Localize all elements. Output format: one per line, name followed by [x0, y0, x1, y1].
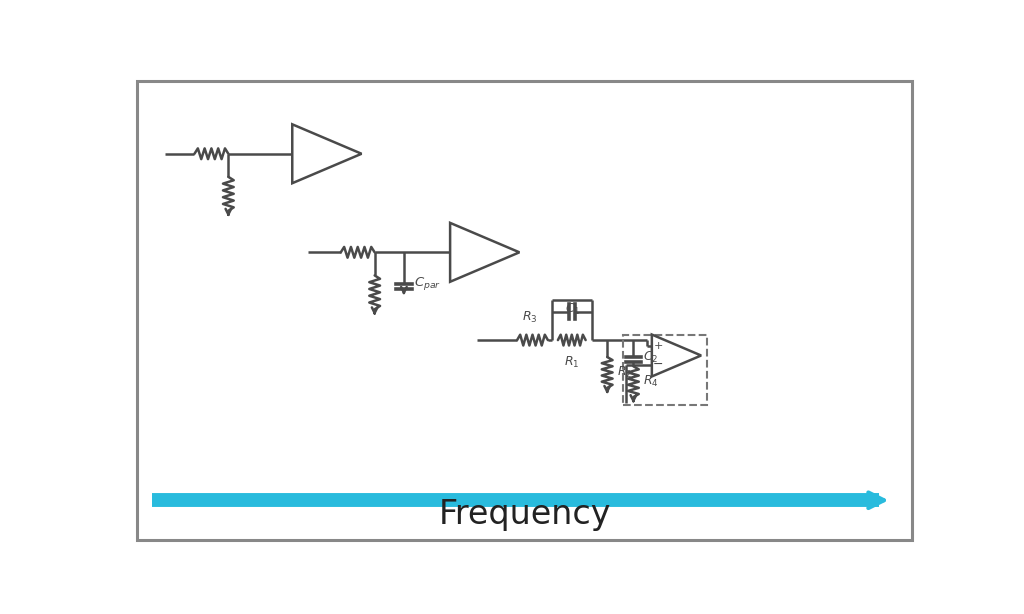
Text: $R_4$: $R_4$ — [643, 374, 658, 389]
Text: Frequency: Frequency — [438, 498, 611, 531]
Bar — [623, 335, 708, 405]
Text: $C_2$: $C_2$ — [643, 350, 658, 365]
Text: $C_1$: $C_1$ — [565, 301, 581, 317]
Text: +: + — [653, 341, 663, 351]
Text: $R_2$: $R_2$ — [617, 365, 633, 380]
Text: $R_3$: $R_3$ — [521, 310, 538, 325]
Text: −: − — [652, 359, 664, 371]
Text: $C_{par}$: $C_{par}$ — [414, 274, 441, 292]
Text: $R_1$: $R_1$ — [564, 355, 580, 370]
